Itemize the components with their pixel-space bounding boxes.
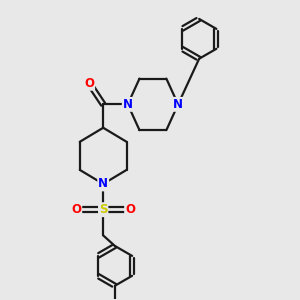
Text: O: O bbox=[125, 203, 135, 216]
Text: O: O bbox=[71, 203, 81, 216]
Text: N: N bbox=[98, 177, 108, 190]
Text: N: N bbox=[173, 98, 183, 111]
Text: O: O bbox=[84, 77, 94, 90]
Text: S: S bbox=[99, 203, 107, 216]
Text: N: N bbox=[123, 98, 133, 111]
